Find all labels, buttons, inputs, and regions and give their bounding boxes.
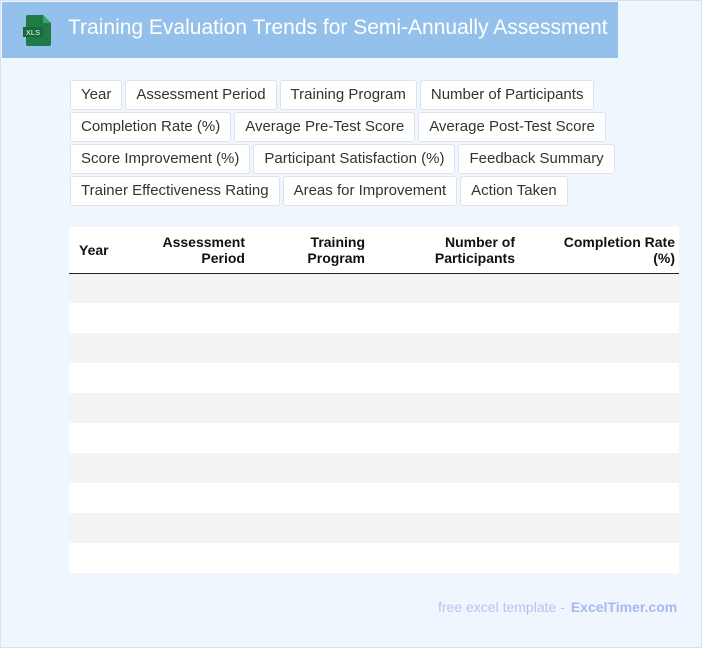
table-cell [369,393,519,423]
table-cell [139,363,249,393]
table-cell [519,273,679,303]
table-row [69,543,679,573]
table-cell [249,333,369,363]
table-cell [369,303,519,333]
table-cell [69,333,139,363]
xls-file-icon: XLS [23,15,51,46]
table-cell [369,363,519,393]
table-cell [249,423,369,453]
table-cell [519,393,679,423]
table-cell [139,423,249,453]
table-cell [249,543,369,573]
column-header: Training Program [249,227,369,274]
table-cell [519,513,679,543]
title-bar: XLS Training Evaluation Trends for Semi-… [2,2,618,58]
column-chip[interactable]: Trainer Effectiveness Rating [70,176,280,206]
column-chip[interactable]: Training Program [279,80,417,110]
table-cell [369,423,519,453]
column-header: Completion Rate (%) [519,227,679,274]
table-cell [519,543,679,573]
table-cell [369,543,519,573]
table-cell [249,303,369,333]
table-cell [139,393,249,423]
table-cell [69,303,139,333]
table-cell [519,363,679,393]
column-chip[interactable]: Feedback Summary [458,144,615,174]
table-cell [249,393,369,423]
column-chip[interactable]: Year [70,80,123,110]
table-cell [369,453,519,483]
table-cell [139,333,249,363]
table-row [69,363,679,393]
table-cell [249,453,369,483]
column-chip[interactable]: Areas for Improvement [282,176,458,206]
column-chip[interactable]: Assessment Period [125,80,277,110]
column-chip[interactable]: Average Pre-Test Score [234,112,416,142]
column-header: Assessment Period [139,227,249,274]
svg-text:XLS: XLS [26,28,40,37]
column-chip[interactable]: Number of Participants [419,80,595,110]
column-header-label: Period [201,249,245,266]
table-row [69,273,679,303]
table-cell [249,483,369,513]
table-cell [69,543,139,573]
table-cell [69,483,139,513]
table-cell [69,273,139,303]
column-header: Year [69,227,139,274]
column-chip[interactable]: Action Taken [460,176,568,206]
table-cell [69,423,139,453]
column-chip[interactable]: Completion Rate (%) [70,112,232,142]
table-cell [69,513,139,543]
table-cell [369,513,519,543]
table-row [69,423,679,453]
table-row [69,333,679,363]
table-cell [69,453,139,483]
table-cell [519,483,679,513]
table-cell [369,333,519,363]
table-cell [519,453,679,483]
table-cell [139,483,249,513]
table-row [69,453,679,483]
column-header-label: (%) [653,249,675,266]
table-cell [249,273,369,303]
page-title: Training Evaluation Trends for Semi-Annu… [68,16,608,39]
table-cell [369,273,519,303]
table-cell [519,303,679,333]
column-header-label: Training [310,233,365,250]
column-chip[interactable]: Participant Satisfaction (%) [253,144,456,174]
column-header-label: Completion Rate [563,233,675,250]
column-header-label: Number of [445,233,515,250]
table-cell [139,453,249,483]
footer-credit: free excel template - ExcelTimer.com [438,599,677,615]
table-cell [69,363,139,393]
column-header-label: Year [79,241,109,258]
column-header-label: Participants [434,249,515,266]
column-chip[interactable]: Score Improvement (%) [70,144,251,174]
column-chip-list: Year Assessment Period Training Program Num… [70,80,615,206]
column-header-label: Assessment [162,233,246,250]
footer-brand-link[interactable]: ExcelTimer.com [570,599,678,615]
table-row [69,513,679,543]
table-row [69,303,679,333]
table-row [69,483,679,513]
table-cell [519,423,679,453]
footer-text: free excel template - [438,599,565,615]
table-cell [249,513,369,543]
table-cell [369,483,519,513]
column-header-label: Program [307,249,365,266]
table-cell [139,273,249,303]
data-table: Year Assessment Period Training Program Numbe… [69,227,679,573]
table-row [69,393,679,423]
table-cell [69,393,139,423]
table-cell [249,363,369,393]
table-cell [519,333,679,363]
table-header-row: Year Assessment Period Training Program Numbe… [69,227,679,274]
table-cell [139,303,249,333]
column-chip[interactable]: Average Post-Test Score [418,112,606,142]
column-header: Number of Participants [369,227,519,274]
table-cell [139,513,249,543]
table-cell [139,543,249,573]
